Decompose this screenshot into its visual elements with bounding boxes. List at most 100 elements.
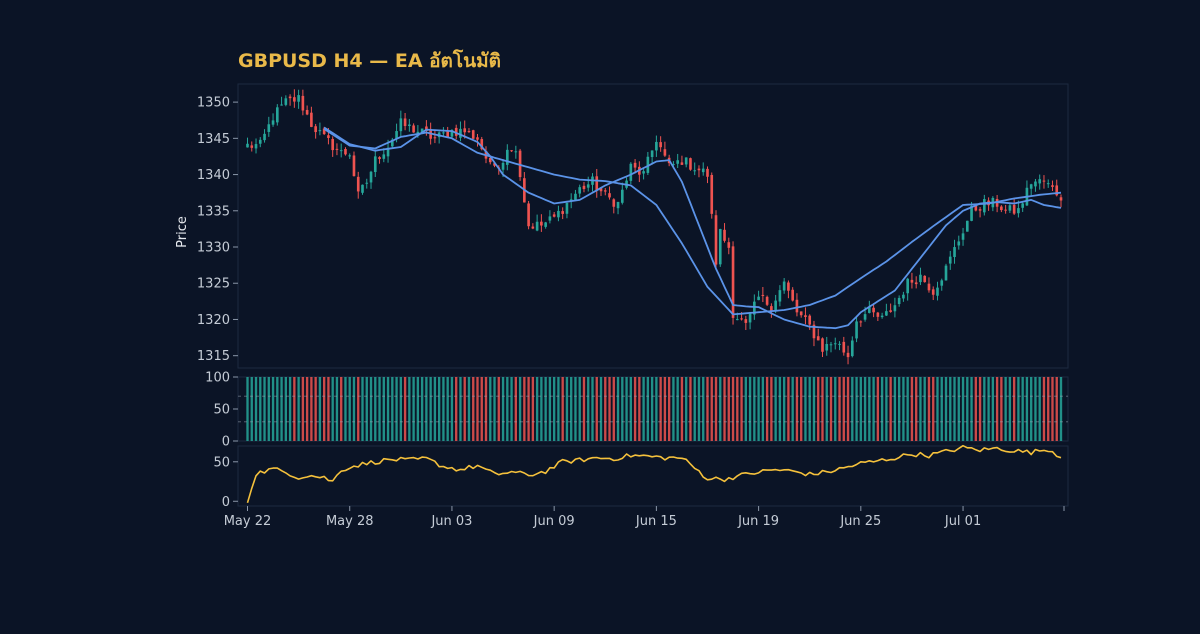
bear-candle [689, 158, 692, 170]
bear-candle [787, 282, 790, 291]
bear-candle [322, 128, 326, 135]
buy-signal-bar [940, 377, 943, 441]
bull-candle [863, 314, 867, 320]
sell-signal-bar [357, 377, 360, 441]
bear-candle [327, 135, 330, 138]
buy-signal-bar [344, 377, 347, 441]
price-tick-label: 1340 [197, 168, 230, 183]
price-panel-frame [237, 83, 1069, 369]
ma-fast-line [323, 126, 1062, 330]
buy-signal-bar [378, 377, 381, 441]
buy-signal-bar [642, 377, 645, 441]
bear-candle [1055, 185, 1059, 196]
buy-signal-bar [991, 377, 995, 441]
bear-candle [582, 185, 586, 190]
bear-candle [974, 205, 978, 211]
sell-signal-bar [817, 377, 820, 441]
bull-candle [965, 220, 969, 232]
bear-candle [488, 157, 492, 163]
bull-candle [957, 241, 961, 246]
chart-title: GBPUSD H4 — EA อัตโนมัติ [238, 50, 501, 72]
buy-signal-bar [808, 377, 811, 441]
bear-candle [927, 283, 931, 291]
buy-signal-bar [880, 377, 884, 441]
bear-candle [603, 190, 607, 192]
bull-candle [246, 143, 249, 148]
bear-candle [723, 229, 726, 241]
bear-candle [356, 176, 360, 192]
sell-signal-bar [667, 377, 671, 441]
bull-candle [501, 162, 505, 170]
bull-candle [620, 189, 624, 203]
bear-candle [476, 137, 479, 140]
bear-candle [518, 150, 522, 178]
oscillator-panel-frame [237, 445, 1069, 507]
buy-signal-bar [429, 377, 432, 441]
sell-signal-bar [765, 377, 769, 441]
bull-candle [897, 297, 901, 305]
sell-signal-bar [531, 377, 535, 441]
buy-signal-bar [501, 377, 505, 441]
bull-candle [748, 313, 752, 323]
sell-signal-bar [310, 377, 313, 441]
bear-candle [816, 336, 820, 341]
oscillator-line [246, 444, 1062, 504]
buy-signal-bar [250, 377, 253, 441]
sell-signal-bar [714, 377, 718, 441]
buy-signal-bar [970, 377, 973, 441]
buy-signal-bar [919, 377, 922, 441]
buy-signal-bar [459, 377, 462, 441]
sell-signal-bar [476, 377, 479, 441]
bear-candle [872, 307, 875, 313]
bull-candle [267, 124, 271, 132]
bear-candle [471, 130, 475, 139]
bull-candle [548, 216, 552, 221]
bear-candle [765, 296, 769, 305]
bear-candle [288, 96, 292, 99]
buy-signal-bar [825, 377, 828, 441]
bull-candle [616, 201, 620, 209]
buy-signal-bar [1017, 377, 1020, 441]
bear-candle [804, 315, 807, 318]
bull-candle [983, 199, 986, 213]
bull-candle [753, 301, 756, 315]
buy-signal-bar [493, 377, 496, 441]
buy-signal-bar [778, 377, 782, 441]
sell-signal-bar [484, 377, 488, 441]
sell-signal-bar [838, 377, 841, 441]
sell-signal-bar [497, 377, 500, 441]
bull-candle [416, 131, 420, 134]
buy-signal-bar [616, 377, 620, 441]
buy-signal-bar [719, 377, 722, 441]
sell-signal-bar [1042, 377, 1046, 441]
bull-candle [944, 265, 948, 281]
bear-candle [808, 315, 812, 325]
sell-signal-bar [821, 377, 824, 441]
bear-candle [352, 155, 356, 177]
bear-candle [433, 137, 437, 139]
bull-candle [970, 205, 973, 221]
sell-signal-bar [638, 377, 641, 441]
buy-signal-bar [676, 377, 679, 441]
buy-signal-bar [352, 377, 356, 441]
bull-candle [578, 187, 582, 194]
x-tick-label: Jun 25 [839, 514, 881, 529]
sell-signal-bar [293, 377, 296, 441]
sell-signal-bar [322, 377, 326, 441]
ma-slow-line [323, 128, 1062, 316]
buy-signal-bar [489, 377, 492, 441]
bear-candle [859, 321, 863, 323]
sell-signal-bar [523, 377, 526, 441]
sell-signal-bar [842, 377, 845, 441]
sell-signal-bar [787, 377, 790, 441]
buy-signal-bar [753, 377, 756, 441]
buy-signal-bar [331, 377, 334, 441]
bull-candle [408, 124, 411, 127]
buy-signal-bar [1059, 377, 1063, 441]
bear-candle [799, 311, 803, 316]
buy-signal-bar [599, 377, 603, 441]
buy-signal-bar [591, 377, 594, 441]
bear-candle [412, 125, 415, 133]
bull-candle [1021, 203, 1024, 208]
buy-signal-bar [535, 377, 539, 441]
